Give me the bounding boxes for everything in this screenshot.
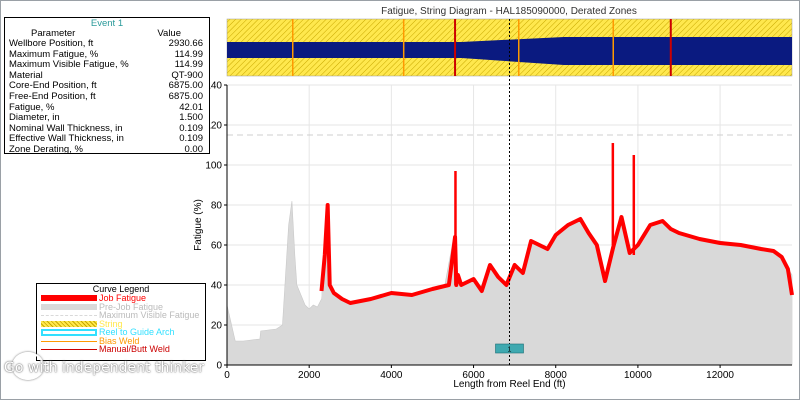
legend-label: Maximum Visible Fatigue xyxy=(99,310,200,320)
event-rows: Wellbore Position, ft 2930.66 Maximum Fati… xyxy=(5,38,209,156)
event-row-label: Zone Derating, % xyxy=(9,143,83,155)
event-row-label: Nominal Wall Thickness, in xyxy=(9,122,123,134)
event-header-value: Value xyxy=(157,28,181,39)
legend-swatch xyxy=(41,303,97,310)
y-tick-label: 0 xyxy=(216,361,222,372)
legend-swatch xyxy=(41,329,97,336)
event-row: Free-End Position, ft 6875.00 xyxy=(5,90,209,103)
legend-swatch xyxy=(41,295,97,301)
legend-label: String xyxy=(99,318,123,329)
curve-legend: Curve Legend Job Fatigue Pre-Job Fatigue M… xyxy=(36,283,206,361)
event-row: Material QT-900 xyxy=(5,69,209,82)
event-header: Parameter Value xyxy=(5,29,209,39)
y-tick-label: 40 xyxy=(211,281,223,292)
legend-label: Bias Weld xyxy=(99,335,140,346)
chart-title: Fatigue, String Diagram - HAL185090000, … xyxy=(381,6,637,17)
event-row-label: Maximum Fatigue, % xyxy=(9,48,99,60)
event-row-value: 6875.00 xyxy=(168,80,203,92)
legend-item: Bias Weld xyxy=(37,335,205,346)
event-row-label: Maximum Visible Fatigue, % xyxy=(9,59,129,71)
legend-swatch xyxy=(41,320,97,327)
legend-item: Maximum Visible Fatigue xyxy=(37,311,205,320)
event-panel: Event 1 Parameter Value Wellbore Positio… xyxy=(4,17,210,156)
y-tick-label: 140 xyxy=(205,81,222,92)
x-tick-label: 0 xyxy=(224,370,230,381)
y-tick-label: 20 xyxy=(211,321,223,332)
y-tick-label: 100 xyxy=(205,161,222,172)
event-row-value: QT-900 xyxy=(171,69,203,81)
event-row-label: Diameter, in xyxy=(9,112,60,124)
legend-label: Reel to Guide Arch xyxy=(99,327,175,337)
event-row: Core-End Position, ft 6875.00 xyxy=(5,81,209,92)
legend-item: Manual/Butt Weld xyxy=(37,345,205,354)
job-fatigue-base xyxy=(321,205,792,365)
x-tick-label: 12000 xyxy=(706,370,734,381)
legend-items: Job Fatigue Pre-Job Fatigue Maximum Visibl… xyxy=(37,294,205,354)
event-row-value: 6875.00 xyxy=(168,90,203,102)
event-title: Event 1 xyxy=(90,18,124,29)
legend-swatch xyxy=(41,340,97,342)
legend-label: Job Fatigue xyxy=(99,293,147,303)
legend-swatch xyxy=(41,315,97,316)
event-row-label: Material xyxy=(9,69,43,81)
event-marker-box xyxy=(495,343,524,354)
x-tick-label: 10000 xyxy=(624,370,652,381)
event-row-value: 2930.66 xyxy=(168,38,203,49)
event-row-value: 42.01 xyxy=(179,101,203,113)
job-fatigue-line xyxy=(319,203,794,305)
event-row-label: Core-End Position, ft xyxy=(9,80,97,92)
x-tick-label: 2000 xyxy=(298,370,321,381)
event-row-value: 114.99 xyxy=(174,48,203,60)
legend-title: Curve Legend xyxy=(92,284,150,294)
event-row: Fatigue, % 42.01 xyxy=(5,101,209,114)
x-axis-label: Length from Reel End (ft) xyxy=(453,379,565,390)
watermark-logo-icon xyxy=(12,352,44,380)
legend-label: Pre-Job Fatigue xyxy=(99,301,164,312)
event-row-label: Wellbore Position, ft xyxy=(9,38,94,49)
event-row-value: 114.99 xyxy=(174,59,203,71)
event-row-value: 0.109 xyxy=(179,122,203,134)
legend-item: Job Fatigue xyxy=(37,294,205,303)
event-row: Wellbore Position, ft 2930.66 xyxy=(5,38,209,50)
event-row: Diameter, in 1.500 xyxy=(5,113,209,124)
event-row-value: 1.500 xyxy=(179,112,203,124)
legend-item: Pre-Job Fatigue xyxy=(37,301,205,312)
x-tick-label: 6000 xyxy=(462,370,485,381)
event-header-param: Parameter xyxy=(31,28,76,39)
event-row: Maximum Visible Fatigue, % 114.99 xyxy=(5,60,209,71)
legend-item: Reel to Guide Arch xyxy=(37,328,205,337)
y-tick-label: 80 xyxy=(211,201,223,212)
legend-label: Manual/Butt Weld xyxy=(99,344,170,354)
x-tick-label: 8000 xyxy=(545,370,568,381)
legend-swatch xyxy=(41,349,97,350)
event-row: Effective Wall Thickness, in 0.109 xyxy=(5,134,209,145)
y-axis-label: Fatigue (%) xyxy=(193,199,204,251)
x-tick-label: 4000 xyxy=(380,370,403,381)
event-marker-label: 1 xyxy=(508,347,512,354)
y-tick-label: 60 xyxy=(211,241,223,252)
event-row-label: Free-End Position, ft xyxy=(9,90,96,102)
event-row: Nominal Wall Thickness, in 0.109 xyxy=(5,122,209,135)
event-row: Maximum Fatigue, % 114.99 xyxy=(5,48,209,61)
event-row-label: Fatigue, % xyxy=(9,101,55,113)
legend-item: String xyxy=(37,318,205,329)
event-row-value: 0.00 xyxy=(184,143,204,155)
y-tick-label: 120 xyxy=(205,121,222,132)
event-row-value: 0.109 xyxy=(179,133,203,145)
watermark-text: Go with independent thinker xyxy=(4,360,205,376)
event-row-label: Effective Wall Thickness, in xyxy=(9,133,124,145)
event-row: Zone Derating, % 0.00 xyxy=(5,143,209,156)
